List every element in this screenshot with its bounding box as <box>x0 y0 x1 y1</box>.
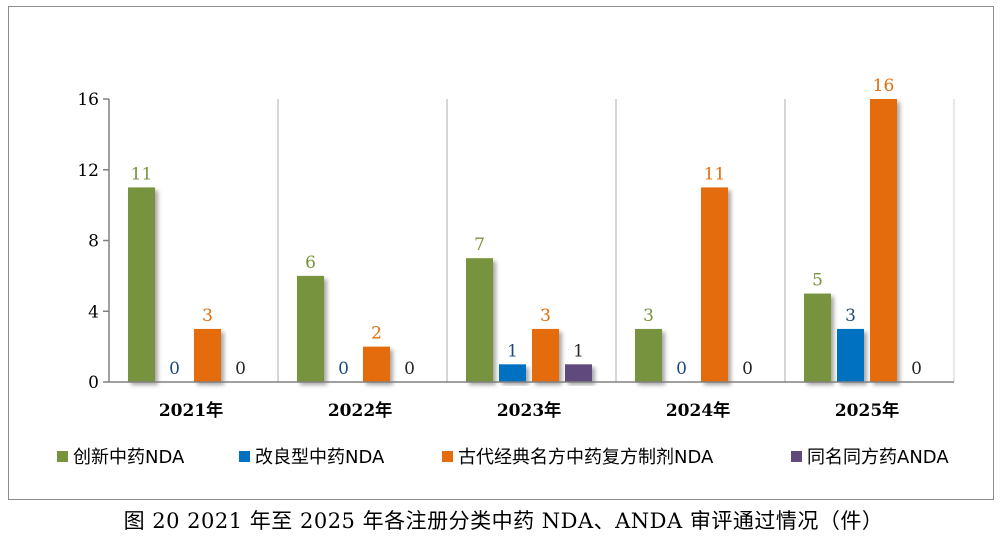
label-layer: 11 6 7 3 5 0 0 1 0 3 3 2 3 11 16 0 0 1 0 0 <box>131 76 922 379</box>
bar <box>466 258 493 382</box>
bar-chart: 11 6 7 3 5 0 0 1 0 3 3 2 3 11 16 0 0 1 0 0 0 4 8 12 16 2021年 2022… <box>57 76 955 468</box>
legend-swatch <box>239 451 250 462</box>
bar <box>363 346 390 382</box>
legend-item: 同名同方药ANDA <box>791 447 949 468</box>
bar <box>804 293 831 382</box>
data-label: 11 <box>704 164 726 184</box>
y-tick-label: 4 <box>88 302 99 322</box>
x-tick-label: 2023年 <box>497 400 561 421</box>
data-label: 1 <box>507 341 518 361</box>
grid-layer <box>277 99 955 382</box>
x-tick-label: 2024年 <box>666 400 730 421</box>
legend-swatch <box>791 451 802 462</box>
bar <box>297 275 324 382</box>
figure-caption: 图 20 2021 年至 2025 年各注册分类中药 NDA、ANDA 审评通过… <box>123 509 884 533</box>
data-label: 0 <box>338 359 349 379</box>
data-label: 0 <box>169 359 180 379</box>
bar <box>565 364 592 382</box>
x-tick-label: 2025年 <box>835 400 899 421</box>
legend-swatch <box>442 451 453 462</box>
bar <box>837 328 864 382</box>
x-tick-label: 2022年 <box>328 400 392 421</box>
legend-item: 古代经典名方中药复方制剂NDA <box>442 447 714 468</box>
y-tick-label: 16 <box>77 90 99 110</box>
data-label: 7 <box>474 235 485 255</box>
x-tick-label: 2021年 <box>159 400 223 421</box>
data-label: 3 <box>540 306 551 326</box>
legend-item: 改良型中药NDA <box>239 447 385 468</box>
legend-label: 创新中药NDA <box>73 447 185 468</box>
legend-label: 改良型中药NDA <box>255 447 385 468</box>
bar <box>870 99 897 382</box>
data-label: 5 <box>812 271 823 291</box>
data-label: 0 <box>404 359 415 379</box>
data-label: 3 <box>202 306 213 326</box>
bar-layer <box>128 99 897 382</box>
legend-label: 古代经典名方中药复方制剂NDA <box>458 447 714 468</box>
bar <box>701 187 728 382</box>
data-label: 3 <box>643 306 654 326</box>
legend-label: 同名同方药ANDA <box>807 447 949 468</box>
data-label: 2 <box>371 324 382 344</box>
data-label: 11 <box>131 164 153 184</box>
y-tick-label: 12 <box>77 161 99 181</box>
legend: 创新中药NDA 改良型中药NDA 古代经典名方中药复方制剂NDA 同名同方药ANDA <box>57 447 949 468</box>
bar <box>532 328 559 382</box>
data-label: 16 <box>873 76 895 96</box>
data-label: 3 <box>845 306 856 326</box>
bar <box>194 328 221 382</box>
bar <box>499 364 526 382</box>
data-label: 0 <box>235 359 246 379</box>
data-label: 0 <box>742 359 753 379</box>
y-tick-label: 8 <box>88 232 99 252</box>
chart-frame: 11 6 7 3 5 0 0 1 0 3 3 2 3 11 16 0 0 1 0 0 0 4 8 12 16 2021年 2022… <box>8 6 994 500</box>
bar <box>635 328 662 382</box>
bar <box>128 187 155 382</box>
legend-item: 创新中药NDA <box>57 447 185 468</box>
data-label: 6 <box>305 253 316 273</box>
y-tick-label: 0 <box>88 373 99 393</box>
data-label: 0 <box>911 359 922 379</box>
data-label: 1 <box>573 341 584 361</box>
data-label: 0 <box>676 359 687 379</box>
legend-swatch <box>57 451 68 462</box>
